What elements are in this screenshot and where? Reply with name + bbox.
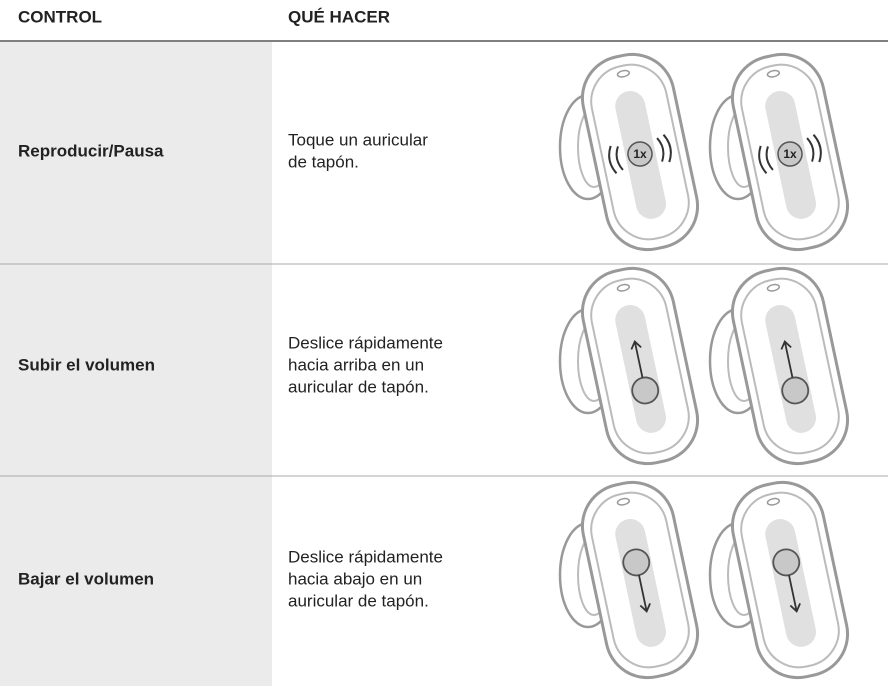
instruction-line: auricular de tapón. [288,591,429,610]
gesture-label: 1x [633,147,647,161]
instruction-line: auricular de tapón. [288,377,429,396]
earbuds-swipe-up [558,259,857,473]
instruction-line: hacia arriba en un [288,355,424,374]
earbuds-swipe-down [558,473,857,687]
column-header: CONTROL [18,7,102,26]
earbuds-tap: 1x 1x [558,45,857,259]
control-column-bg [0,42,272,686]
gesture-label: 1x [783,147,797,161]
column-header: QUÉ HACER [288,7,390,26]
instruction-line: Deslice rápidamente [288,333,443,352]
control-name: Reproducir/Pausa [18,141,164,160]
control-name: Subir el volumen [18,355,155,374]
instruction-line: hacia abajo en un [288,569,422,588]
instruction-line: de tapón. [288,152,359,171]
instruction-line: Deslice rápidamente [288,547,443,566]
control-name: Bajar el volumen [18,569,154,588]
instruction-line: Toque un auricular [288,130,428,149]
